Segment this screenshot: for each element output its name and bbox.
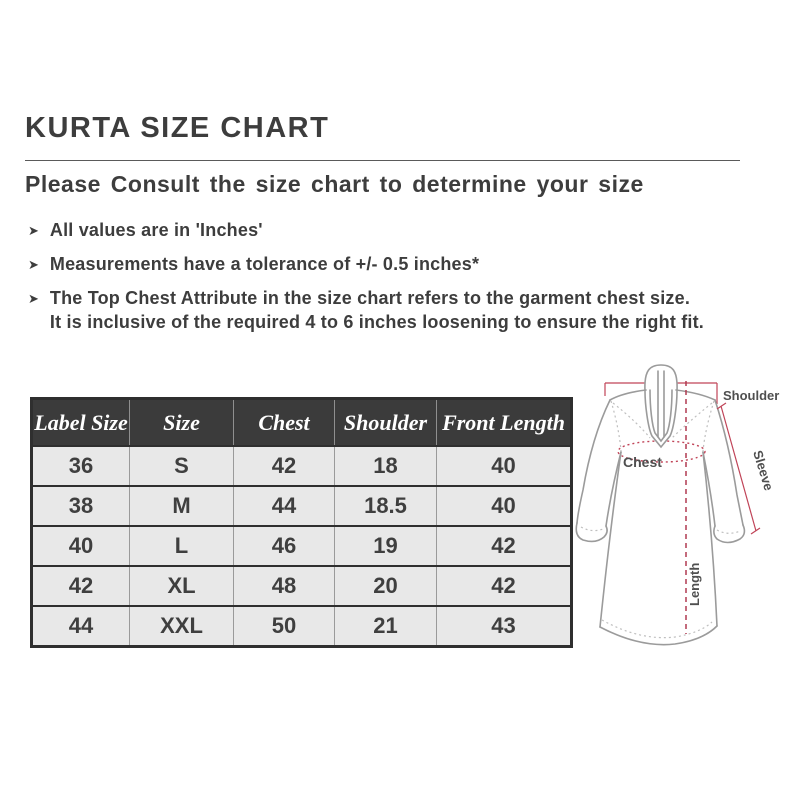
page-title: KURTA SIZE CHART bbox=[25, 112, 330, 144]
shoulder-label: Shoulder bbox=[723, 388, 779, 403]
size-cell: L bbox=[129, 525, 234, 566]
size-cell: 42 bbox=[436, 565, 572, 606]
size-cell: 20 bbox=[334, 565, 437, 606]
size-cell: 18.5 bbox=[334, 485, 437, 526]
column-header: Size bbox=[129, 398, 234, 446]
table-row: 44 XXL 50 21 43 bbox=[31, 605, 572, 647]
size-cell: 43 bbox=[436, 605, 572, 647]
size-cell: 40 bbox=[436, 445, 572, 486]
size-cell: 40 bbox=[436, 485, 572, 526]
size-cell: 46 bbox=[233, 525, 335, 566]
arrow-bullet-icon: ➤ bbox=[28, 223, 39, 238]
column-header: Chest bbox=[233, 398, 335, 446]
size-cell: 18 bbox=[334, 445, 437, 486]
sleeve-label: Sleeve bbox=[750, 448, 776, 492]
size-cell: 50 bbox=[233, 605, 335, 647]
size-cell: XL bbox=[129, 565, 234, 606]
size-cell: 19 bbox=[334, 525, 437, 566]
note-text: All values are in 'Inches' bbox=[49, 220, 263, 240]
table-row: 40 L 46 19 42 bbox=[31, 525, 572, 566]
table-row: 36 S 42 18 40 bbox=[31, 445, 572, 486]
sleeve-measure-line bbox=[716, 402, 761, 535]
length-measure-line bbox=[685, 381, 687, 634]
size-cell: 44 bbox=[233, 485, 335, 526]
length-label: Length bbox=[687, 563, 702, 606]
size-cell: 21 bbox=[334, 605, 437, 647]
size-cell: XXL bbox=[129, 605, 234, 647]
arrow-bullet-icon: ➤ bbox=[28, 291, 39, 306]
column-header: Front Length bbox=[436, 398, 572, 446]
column-header: Label Size bbox=[31, 398, 130, 446]
column-header: Shoulder bbox=[334, 398, 437, 446]
title-divider bbox=[25, 160, 740, 161]
size-table: Label Size Size Chest Shoulder Front Length … bbox=[30, 397, 573, 648]
table-row: 42 XL 48 20 42 bbox=[31, 565, 572, 606]
kurta-measurement-diagram: Shoulder Sleeve Chest Length bbox=[575, 364, 779, 646]
subtitle: Please Consult the size chart to determi… bbox=[25, 171, 644, 197]
size-cell: 36 bbox=[31, 445, 130, 486]
header-row: Label Size Size Chest Shoulder Front Length bbox=[31, 398, 572, 446]
note-item: ➤ All values are in 'Inches' bbox=[28, 219, 758, 243]
size-cell: 42 bbox=[31, 565, 130, 606]
chest-measure-ellipse bbox=[617, 440, 706, 463]
size-cell: M bbox=[129, 485, 234, 526]
arrow-bullet-icon: ➤ bbox=[28, 257, 39, 272]
size-cell: 38 bbox=[31, 485, 130, 526]
note-item: ➤ The Top Chest Attribute in the size cha… bbox=[28, 287, 758, 335]
table-row: 38 M 44 18.5 40 bbox=[31, 485, 572, 526]
size-cell: 44 bbox=[31, 605, 130, 647]
size-cell: 42 bbox=[233, 445, 335, 486]
size-cell: S bbox=[129, 445, 234, 486]
kurta-collar bbox=[644, 364, 678, 449]
size-cell: 42 bbox=[436, 525, 572, 566]
kurta-outline bbox=[575, 389, 746, 646]
size-cell: 40 bbox=[31, 525, 130, 566]
note-text: The Top Chest Attribute in the size char… bbox=[49, 288, 705, 332]
size-cell: 48 bbox=[233, 565, 335, 606]
note-item: ➤ Measurements have a tolerance of +/- 0.… bbox=[28, 253, 758, 277]
note-text: Measurements have a tolerance of +/- 0.5… bbox=[49, 254, 480, 274]
kurta-stitch-lines bbox=[580, 400, 741, 639]
chest-label: Chest bbox=[623, 454, 662, 470]
notes-list: ➤ All values are in 'Inches' ➤ Measurements… bbox=[28, 219, 758, 345]
